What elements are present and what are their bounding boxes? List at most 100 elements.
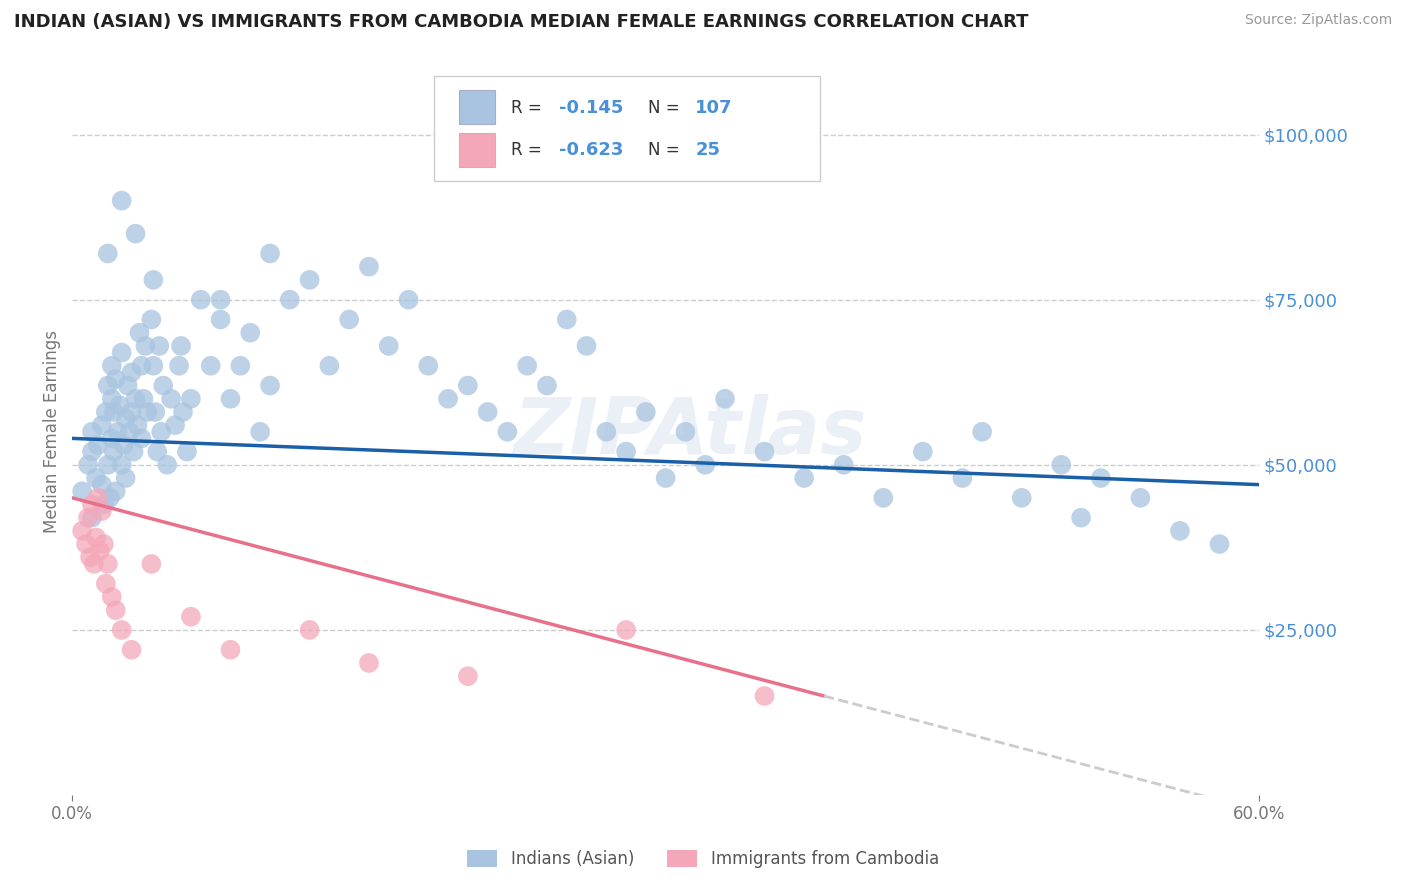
Point [793,471,815,485]
Point [124,392,146,406]
Point [176,444,198,458]
Point [318,359,340,373]
Point [80,444,103,458]
Point [101,431,124,445]
Point [77,458,100,472]
Point [516,359,538,373]
Point [101,392,124,406]
Point [170,339,193,353]
Point [104,372,127,386]
Point [654,471,676,485]
Point [575,339,598,353]
Point [200,359,222,373]
Point [614,444,637,458]
Point [167,359,190,373]
Point [93,537,115,551]
Point [146,444,169,458]
Point [101,359,124,373]
Legend: Indians (Asian), Immigrants from Cambodia: Indians (Asian), Immigrants from Cambodi… [461,843,945,875]
Text: Source: ZipAtlas.com: Source: ZipAtlas.com [1244,13,1392,28]
Point [70,484,93,499]
Point [209,312,232,326]
Point [229,359,252,373]
Point [131,431,153,445]
Point [209,293,232,307]
Point [121,642,143,657]
Point [398,293,420,307]
Text: 25: 25 [696,141,720,160]
Point [89,543,111,558]
Point [94,405,117,419]
Point [418,359,440,373]
Point [872,491,894,505]
Text: ZIPAtlas: ZIPAtlas [513,393,866,470]
Point [108,398,131,412]
Text: 107: 107 [696,99,733,117]
Point [634,405,657,419]
Point [239,326,262,340]
Point [98,491,121,505]
Point [754,689,776,703]
Point [141,557,163,571]
Point [101,590,124,604]
Point [114,411,136,425]
Point [1011,491,1033,505]
Point [142,273,165,287]
Point [104,484,127,499]
Point [477,405,499,419]
Point [695,458,717,472]
Point [84,531,107,545]
Point [1090,471,1112,485]
Point [219,392,242,406]
Point [111,458,134,472]
Point [337,312,360,326]
Point [87,438,110,452]
Point [121,365,143,379]
Point [117,378,139,392]
Point [1050,458,1073,472]
Point [172,405,194,419]
Point [298,623,321,637]
Point [97,458,120,472]
Point [80,510,103,524]
FancyBboxPatch shape [460,133,495,167]
Point [90,504,112,518]
Point [675,425,697,439]
Text: R =: R = [512,99,547,117]
Point [156,458,179,472]
Point [1168,524,1191,538]
Point [87,491,110,505]
Point [122,444,145,458]
Point [94,576,117,591]
Point [165,418,187,433]
Point [128,326,150,340]
Text: -0.623: -0.623 [558,141,623,160]
Point [134,339,156,353]
Point [437,392,460,406]
Point [357,260,380,274]
Point [190,293,212,307]
Point [1129,491,1152,505]
Point [103,444,125,458]
Point [595,425,617,439]
Point [141,312,163,326]
Point [160,392,183,406]
Point [249,425,271,439]
Point [97,378,120,392]
Point [180,609,202,624]
Point [111,345,134,359]
Point [148,339,170,353]
Point [377,339,399,353]
Point [911,444,934,458]
Point [114,471,136,485]
Point [107,425,129,439]
FancyBboxPatch shape [460,90,495,124]
Point [103,405,125,419]
Point [614,623,637,637]
Point [80,498,103,512]
Point [219,642,242,657]
Point [754,444,776,458]
Point [77,510,100,524]
Point [152,378,174,392]
Point [131,359,153,373]
